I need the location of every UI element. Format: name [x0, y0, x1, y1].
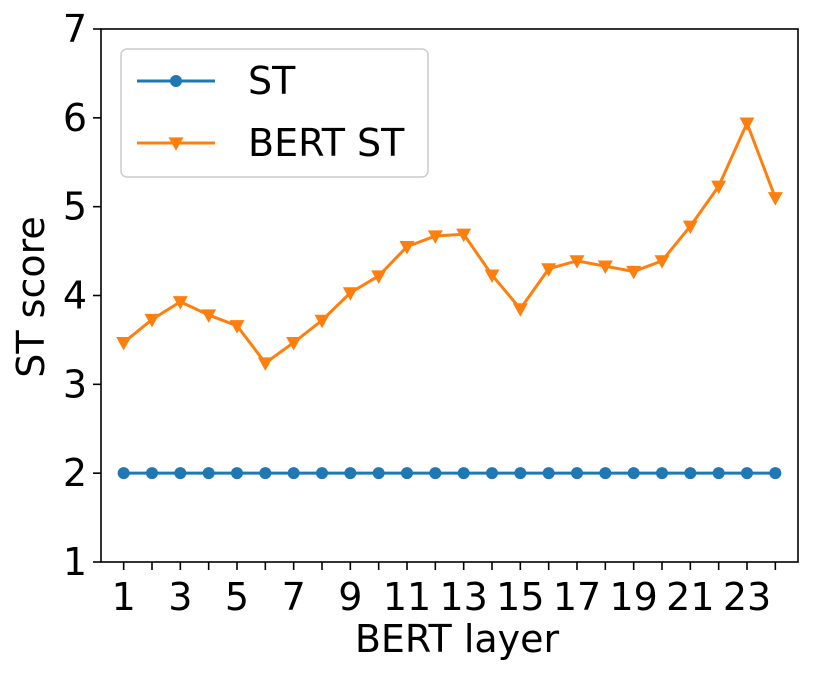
x-tick-label: 7 — [282, 575, 306, 619]
x-tick-label: 17 — [553, 575, 601, 619]
series-layer — [116, 117, 783, 480]
data-point — [344, 467, 357, 480]
data-point — [626, 265, 642, 280]
data-point — [542, 467, 555, 480]
data-point — [739, 117, 755, 132]
x-axis-title: BERT layer — [355, 617, 560, 661]
legend-marker — [168, 137, 184, 151]
x-tick-label: 1 — [112, 575, 136, 619]
data-point — [172, 296, 188, 310]
data-point — [174, 467, 187, 480]
data-point — [144, 313, 160, 328]
data-point — [201, 309, 217, 323]
y-tick-label: 2 — [63, 451, 87, 495]
series-st — [117, 467, 782, 480]
x-tick-label: 3 — [168, 575, 192, 619]
x-tick-label: 21 — [666, 575, 714, 619]
x-axis-ticks: 1 3 5 7 9 11 13 15 17 19 21 23 — [112, 562, 777, 619]
data-point — [569, 255, 585, 269]
legend-label: BERT ST — [248, 121, 405, 165]
data-point — [146, 467, 158, 480]
data-point — [684, 467, 697, 480]
data-point — [259, 467, 272, 480]
data-point — [231, 467, 243, 480]
data-point — [342, 287, 358, 301]
data-point — [484, 269, 500, 283]
data-point — [257, 357, 273, 371]
data-point — [287, 467, 300, 480]
y-tick-label: 1 — [63, 540, 87, 584]
data-point — [654, 255, 670, 269]
data-point — [427, 230, 443, 244]
data-point — [116, 336, 132, 351]
y-axis-ticks: 1 2 3 4 5 6 7 — [63, 7, 101, 584]
data-point — [571, 467, 583, 480]
x-tick-label: 23 — [723, 575, 771, 619]
data-point — [514, 467, 527, 480]
data-point — [202, 467, 215, 480]
data-point — [712, 467, 725, 480]
x-tick-label: 11 — [383, 575, 431, 619]
data-point — [711, 180, 727, 195]
data-point — [399, 241, 415, 255]
legend-label: ST — [248, 59, 296, 103]
data-point — [741, 467, 753, 480]
data-point — [117, 467, 130, 480]
data-point — [597, 260, 613, 275]
data-point — [541, 263, 557, 277]
x-tick-label: 19 — [609, 575, 657, 619]
data-point — [314, 314, 330, 329]
data-point — [767, 192, 783, 206]
y-tick-label: 7 — [63, 7, 87, 51]
y-axis-title: ST score — [9, 216, 53, 378]
data-point — [599, 467, 612, 480]
data-point — [429, 467, 442, 480]
legend-marker — [170, 75, 182, 87]
data-point — [316, 467, 328, 480]
data-point — [627, 467, 640, 480]
data-point — [457, 467, 470, 480]
data-point — [229, 320, 245, 334]
data-point — [769, 467, 782, 480]
data-point — [682, 220, 698, 235]
data-point — [512, 303, 528, 317]
x-tick-label: 9 — [338, 575, 362, 619]
x-tick-label: 13 — [439, 575, 487, 619]
y-tick-label: 6 — [63, 96, 87, 140]
data-point — [656, 467, 668, 480]
y-tick-label: 3 — [63, 362, 87, 406]
data-point — [286, 336, 302, 351]
x-tick-label: 15 — [496, 575, 544, 619]
x-tick-label: 5 — [225, 575, 249, 619]
y-tick-label: 4 — [63, 274, 87, 318]
series-bert-st — [116, 117, 783, 371]
data-point — [486, 467, 498, 480]
data-point — [401, 467, 413, 480]
y-tick-label: 5 — [63, 185, 87, 229]
data-point — [456, 228, 472, 243]
data-point — [371, 270, 387, 284]
data-point — [372, 467, 385, 480]
legend: ST BERT ST — [120, 48, 429, 178]
